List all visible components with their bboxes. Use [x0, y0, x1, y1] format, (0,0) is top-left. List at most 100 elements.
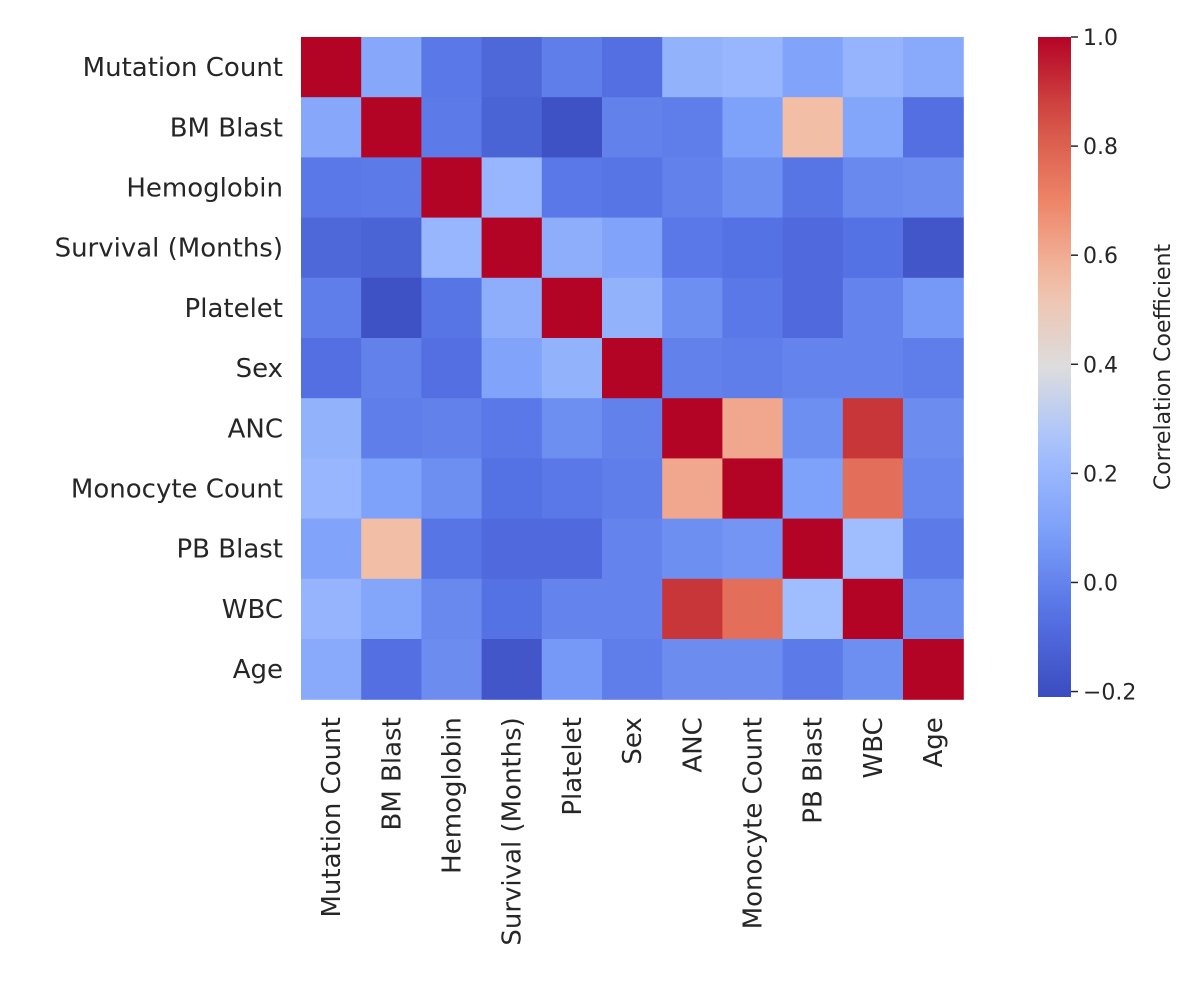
heatmap-cell-6-5: [602, 398, 663, 459]
heatmap-cell-8-6: [662, 518, 723, 580]
heatmap-cell-1-8: [782, 97, 844, 158]
column-tick-label: Mutation Count: [317, 717, 347, 917]
heatmap-cell-5-0: [301, 338, 362, 399]
heatmap-cell-6-10: [903, 398, 964, 459]
heatmap-cell-6-3: [481, 398, 543, 459]
heatmap-cell-9-7: [722, 578, 784, 640]
heatmap-cell-6-9: [842, 398, 904, 459]
heatmap-cell-0-6: [662, 37, 723, 98]
heatmap-cell-0-5: [602, 37, 663, 98]
heatmap-cell-6-2: [421, 398, 483, 459]
colorbar-tick-label: 0.4: [1083, 353, 1118, 378]
heatmap-cell-1-2: [421, 97, 483, 158]
heatmap-cell-3-7: [722, 217, 784, 279]
colorbar-tick-label: 1.0: [1083, 26, 1118, 51]
heatmap-cell-0-1: [361, 37, 422, 98]
heatmap-cell-10-5: [602, 639, 663, 700]
heatmap-cell-7-3: [481, 458, 543, 520]
heatmap-cell-5-3: [481, 338, 543, 399]
heatmap-cell-10-4: [541, 639, 603, 700]
column-tick-label: WBC: [859, 717, 889, 778]
row-tick-label: Survival (Months): [55, 234, 283, 264]
column-tick-label: Hemoglobin: [438, 717, 468, 874]
colorbar-tick-label: 0.8: [1083, 135, 1118, 160]
heatmap-cell-7-6: [662, 458, 723, 520]
row-tick-label: Monocyte Count: [71, 475, 283, 505]
heatmap-cell-7-5: [602, 458, 663, 520]
heatmap-cell-5-6: [662, 338, 723, 399]
colorbar: [1038, 37, 1071, 697]
column-tick-label: Sex: [618, 717, 648, 764]
heatmap-cell-9-1: [361, 578, 422, 640]
heatmap-cell-1-0: [301, 97, 362, 158]
heatmap-cell-2-0: [301, 157, 362, 219]
heatmap-cell-4-0: [301, 277, 362, 339]
heatmap-cell-9-4: [541, 578, 603, 640]
heatmap-cell-9-0: [301, 578, 362, 640]
heatmap-cell-9-8: [782, 578, 844, 640]
heatmap-cell-6-7: [722, 398, 784, 459]
heatmap-cell-4-1: [361, 277, 422, 339]
heatmap-cell-1-3: [481, 97, 543, 158]
heatmap-cell-3-10: [903, 217, 964, 279]
heatmap-cell-5-9: [842, 338, 904, 399]
heatmap-cell-4-5: [602, 277, 663, 339]
heatmap-cell-2-5: [602, 157, 663, 219]
row-tick-label: PB Blast: [176, 535, 283, 565]
column-tick-label: PB Blast: [799, 717, 829, 824]
row-tick-label: Mutation Count: [83, 53, 283, 83]
row-tick-label: Sex: [236, 354, 283, 384]
heatmap-cell-4-6: [662, 277, 723, 339]
heatmap-cell-8-0: [301, 518, 362, 580]
row-tick-label: WBC: [222, 595, 283, 625]
heatmap-cell-7-4: [541, 458, 603, 520]
heatmap-cell-9-3: [481, 578, 543, 640]
row-tick-label: BM Blast: [170, 113, 283, 143]
heatmap-cell-2-9: [842, 157, 904, 219]
heatmap-cell-1-7: [722, 97, 784, 158]
heatmap-cell-2-4: [541, 157, 603, 219]
heatmap-cell-6-4: [541, 398, 603, 459]
heatmap-cell-2-6: [662, 157, 723, 219]
row-tick-label: Age: [233, 655, 283, 685]
heatmap-cell-7-0: [301, 458, 362, 520]
heatmap-cell-3-9: [842, 217, 904, 279]
heatmap-cell-9-6: [662, 578, 723, 640]
heatmap-cell-10-0: [301, 639, 362, 700]
heatmap-cell-1-4: [541, 97, 603, 158]
heatmap-cell-10-3: [481, 639, 543, 700]
colorbar-label: Correlation Coefficient: [1151, 244, 1176, 491]
heatmap-cell-0-7: [722, 37, 784, 98]
heatmap-cell-8-9: [842, 518, 904, 580]
heatmap-cell-0-2: [421, 37, 483, 98]
heatmap-cell-3-6: [662, 217, 723, 279]
colorbar-ticks: 1.0 0.8 0.6 0.4 0.2 0.0 −0.2: [1071, 26, 1136, 706]
heatmap-cell-0-8: [782, 37, 844, 98]
heatmap-cell-5-4: [541, 338, 603, 399]
heatmap-cell-3-0: [301, 217, 362, 279]
heatmap-cell-4-9: [842, 277, 904, 339]
heatmap-cell-8-8: [782, 518, 844, 580]
row-tick-label: Hemoglobin: [126, 174, 283, 204]
heatmap-cell-8-4: [541, 518, 603, 580]
column-tick-label: Survival (Months): [498, 717, 528, 945]
heatmap-cell-5-5: [602, 338, 663, 399]
heatmap-cell-1-1: [361, 97, 422, 158]
heatmap-cell-0-4: [541, 37, 603, 98]
heatmap-cell-10-9: [842, 639, 904, 700]
heatmap-cell-8-1: [361, 518, 422, 580]
heatmap-cell-2-3: [481, 157, 543, 219]
heatmap-cell-6-6: [662, 398, 723, 459]
row-tick-labels: Mutation Count BM Blast Hemoglobin Survival…: [55, 53, 283, 685]
heatmap-cell-2-8: [782, 157, 844, 219]
colorbar-tick-label: −0.2: [1083, 681, 1136, 706]
row-tick-label: Platelet: [185, 294, 283, 324]
heatmap-cell-3-5: [602, 217, 663, 279]
column-tick-label: ANC: [678, 717, 708, 772]
heatmap-cell-7-2: [421, 458, 483, 520]
heatmap-cell-10-7: [722, 639, 784, 700]
heatmap-cell-9-2: [421, 578, 483, 640]
heatmap-cell-1-10: [903, 97, 964, 158]
heatmap-cell-4-4: [541, 277, 603, 339]
